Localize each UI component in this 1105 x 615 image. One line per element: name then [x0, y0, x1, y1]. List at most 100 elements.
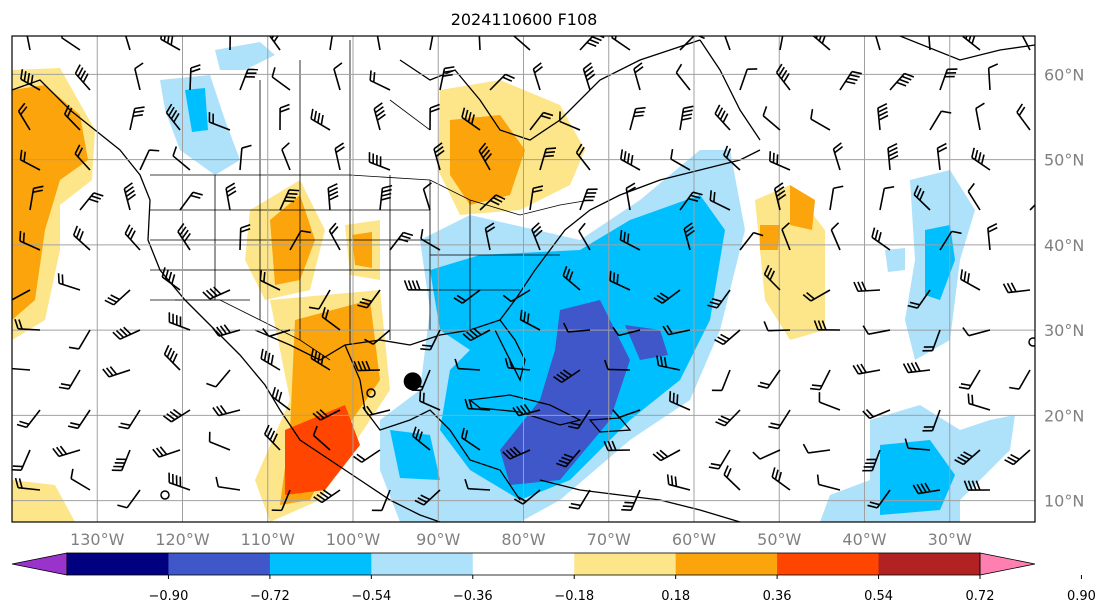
wind-barb [72, 225, 91, 251]
anomaly-negative-mid [925, 225, 955, 300]
wind-barb [531, 222, 543, 251]
wind-barb [958, 369, 981, 390]
wind-barb [17, 102, 31, 131]
wind-barb [987, 63, 999, 91]
wind-barb [929, 110, 952, 131]
wind-barb [70, 468, 91, 491]
wind-barb [887, 142, 899, 171]
wind-barb [329, 36, 334, 51]
lon-label: 60°W [672, 530, 716, 549]
map-panel [12, 36, 1035, 522]
colorbar-frame [66, 552, 981, 576]
wind-barb [875, 36, 881, 51]
lon-label: 90°W [416, 530, 460, 549]
wind-barb [1016, 103, 1031, 131]
wind-barb [268, 36, 281, 51]
wind-barb [464, 398, 491, 411]
wind-barb [362, 405, 391, 417]
wind-barb [768, 409, 791, 430]
wind-barb [263, 424, 281, 451]
colorbar-tick-label: 0.90 [1067, 589, 1096, 604]
wind-barb [558, 111, 581, 131]
wind-barb [862, 449, 881, 472]
political-borders [150, 40, 591, 361]
lon-label: 50°W [757, 530, 801, 549]
wind-barb [853, 281, 881, 293]
wind-barb [212, 404, 241, 417]
wind-barb [168, 312, 191, 331]
wind-barb [579, 188, 598, 211]
wind-barb [512, 403, 541, 417]
lon-label: 30°W [928, 530, 972, 549]
wind-barb [936, 142, 948, 171]
wind-barb [118, 409, 141, 430]
anomaly-positive-mid [790, 185, 815, 230]
wind-barb [769, 151, 791, 171]
wind-barb [289, 230, 311, 251]
wind-barb [711, 369, 731, 392]
wind-barb [461, 107, 481, 131]
gridlines [12, 36, 1035, 522]
wind-barb [279, 189, 300, 211]
colorbar-tick-label: 0.72 [966, 589, 995, 604]
wind-barb [19, 230, 41, 251]
wind-barb [208, 112, 231, 131]
wind-barb [419, 391, 441, 411]
wind-barb [839, 70, 862, 91]
wind-barb [904, 438, 931, 451]
wind-barb [502, 289, 531, 303]
wind-barb [389, 231, 414, 251]
wind-barb [773, 182, 787, 211]
wind-barb [862, 325, 891, 335]
wind-barb [670, 149, 691, 171]
wind-barb [403, 280, 431, 291]
latitude-labels: 60°N 50°N 40°N 30°N 20°N 10°N [1044, 65, 1084, 510]
coastline-hispaniola [588, 417, 632, 433]
wind-barb [967, 182, 981, 211]
wind-barb [862, 408, 891, 420]
wind-barb [464, 478, 491, 491]
wind-barb [162, 408, 191, 423]
wind-barb [959, 269, 981, 291]
wind-barb [757, 369, 781, 389]
wind-barb [609, 270, 631, 291]
wind-barb [907, 289, 931, 309]
wind-barb [14, 318, 41, 331]
wind-barb [802, 289, 831, 302]
colorbar-tick-label: −0.18 [554, 589, 594, 604]
anomaly-negative-high [500, 300, 630, 485]
wind-barb [620, 149, 641, 171]
wind-barb [612, 409, 641, 419]
wind-barb [902, 361, 931, 374]
colorbar-segment [67, 553, 169, 575]
lat-label: 60°N [1044, 65, 1084, 84]
wind-barb [656, 355, 681, 371]
wind-barb [912, 482, 941, 495]
wind-barb [308, 289, 331, 310]
wind-barb [504, 357, 531, 371]
wind-barb [124, 224, 141, 251]
lon-label: 80°W [501, 530, 545, 549]
wind-barb [74, 144, 91, 171]
colorbar-segment [168, 553, 271, 575]
wind-barb [328, 222, 341, 251]
wind-barb [553, 369, 581, 384]
anomaly-positive-mid [352, 232, 372, 268]
wind-barb [215, 476, 241, 491]
wind-barb [679, 105, 694, 131]
wind-barb [433, 142, 445, 171]
wind-barb [161, 267, 181, 291]
wind-barb [124, 36, 131, 51]
colorbar-segment [371, 553, 474, 575]
wind-barb [568, 409, 591, 430]
wind-barb [20, 69, 41, 91]
wind-barb [802, 443, 831, 454]
wind-barb [928, 36, 931, 51]
wind-barb [172, 146, 191, 171]
wind-barb [102, 366, 131, 378]
wind-barb [111, 449, 131, 472]
colorbar-tick-label: 0.18 [661, 589, 690, 604]
border-us-canada [150, 174, 591, 216]
wind-barb [19, 149, 41, 171]
small-circle-marker [160, 490, 170, 500]
